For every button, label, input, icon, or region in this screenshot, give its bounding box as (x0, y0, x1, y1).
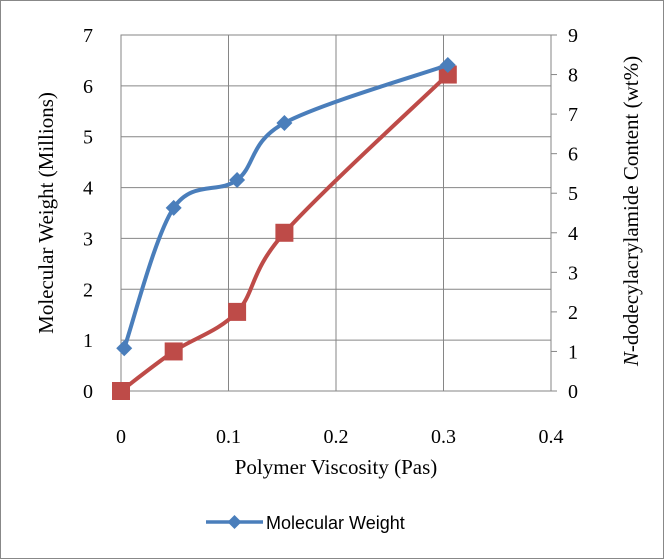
x-axis-ticks: 0 0.1 0.2 0.3 0.4 (116, 426, 564, 448)
diamond-marker (229, 171, 246, 188)
x-tick-label: 0 (116, 426, 126, 448)
diamond-marker (439, 57, 456, 74)
y-tick-label: 6 (83, 76, 93, 98)
square-marker (164, 342, 183, 361)
y2-axis-ticks: 0 1 2 3 4 5 6 7 8 9 (551, 25, 578, 403)
series-dodecylacrylamide-content (112, 65, 457, 400)
y2-tick-label: 2 (568, 302, 578, 324)
y-tick-label: 0 (83, 381, 93, 403)
y-axis-title: Molecular Weight (Millions) (34, 92, 58, 334)
diamond-marker (276, 114, 293, 131)
grid-lines (121, 35, 551, 391)
square-marker (275, 223, 294, 242)
square-marker (112, 382, 130, 400)
y-axis-ticks: 0 1 2 3 4 5 6 7 (83, 25, 93, 403)
series-molecular-weight (116, 57, 456, 357)
y-tick-label: 4 (83, 178, 93, 200)
y-tick-label: 3 (83, 228, 93, 250)
y2-tick-label: 6 (568, 144, 578, 166)
x-tick-label: 0.4 (539, 426, 564, 448)
diamond-marker (165, 199, 182, 216)
y2-axis-title-rest: -dodecylacrylamide Content (wt%) (619, 56, 643, 352)
y2-tick-label: 4 (568, 223, 578, 245)
legend-diamond-marker (227, 515, 242, 529)
y-tick-label: 5 (83, 127, 93, 149)
plot-area-border (120, 34, 552, 392)
x-tick-label: 0.2 (324, 426, 349, 448)
diamond-marker (116, 340, 133, 357)
y2-tick-label: 1 (568, 341, 578, 363)
y2-axis-title: N-dodecylacrylamide Content (wt%) (619, 56, 643, 367)
y2-tick-label: 3 (568, 262, 578, 284)
y2-tick-label: 7 (568, 104, 578, 126)
y-tick-label: 7 (83, 25, 93, 47)
y-tick-label: 2 (83, 279, 93, 301)
square-marker (438, 65, 457, 84)
x-tick-label: 0.3 (431, 426, 456, 448)
x-tick-label: 0.1 (216, 426, 241, 448)
y-tick-label: 1 (83, 330, 93, 352)
x-axis-title: Polymer Viscosity (Pas) (235, 455, 438, 479)
series-layer (112, 57, 457, 400)
square-marker (228, 302, 247, 321)
y2-axis-title-italic: N (619, 351, 643, 367)
y2-tick-label: 5 (568, 183, 578, 205)
y2-tick-label: 0 (568, 381, 578, 403)
legend-label: Molecular Weight (266, 513, 405, 533)
legend: Molecular Weight (206, 513, 405, 533)
y2-tick-label: 9 (568, 25, 578, 47)
y2-tick-label: 8 (568, 65, 578, 87)
